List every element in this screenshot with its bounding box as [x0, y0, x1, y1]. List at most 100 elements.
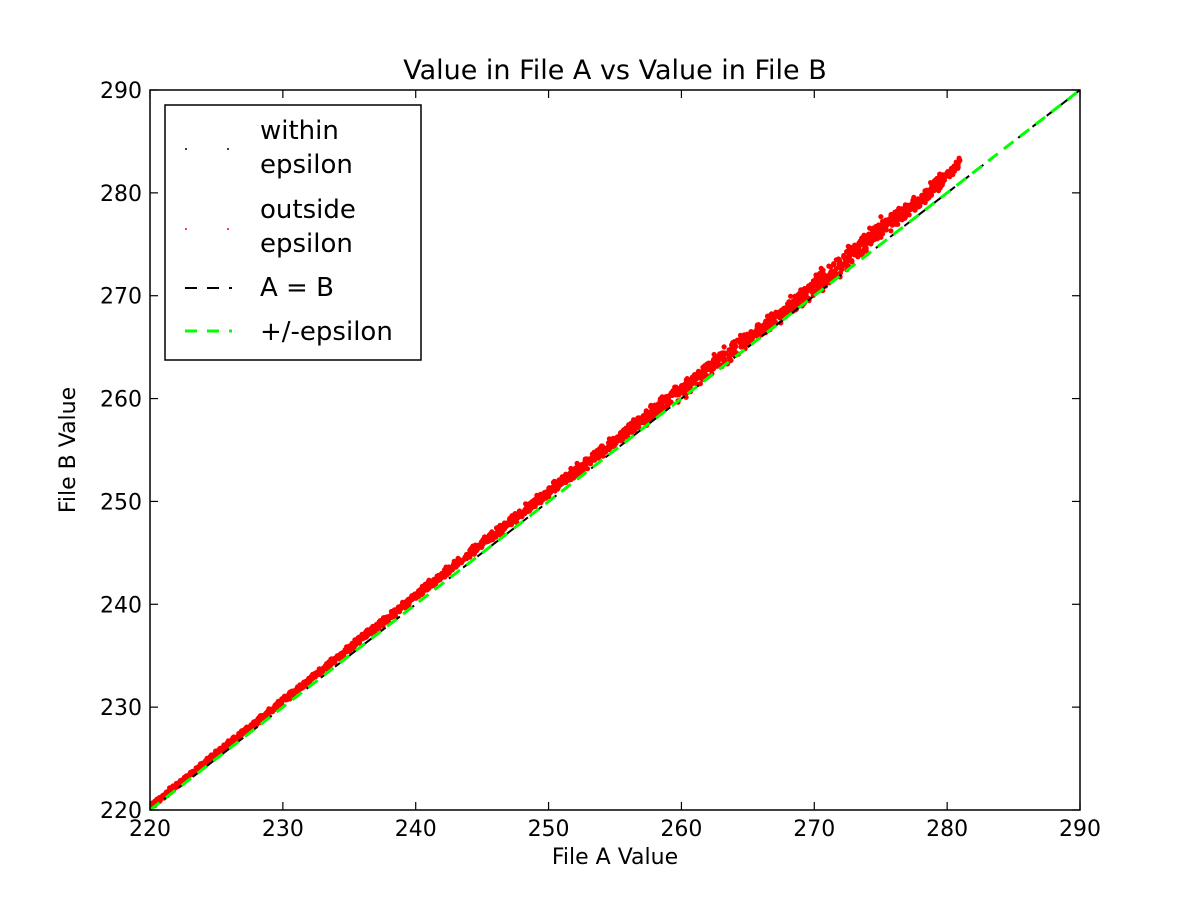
scatter-point — [433, 576, 439, 582]
scatter-point — [578, 466, 585, 472]
scatter-point — [641, 415, 648, 421]
scatter-point — [956, 155, 962, 161]
scatter-point — [868, 241, 874, 247]
scatter-point — [553, 486, 560, 492]
scatter-point — [225, 740, 231, 746]
scatter-point — [601, 448, 607, 454]
y-tick-labels: 220 230 240 250 260 270 280 290 — [100, 79, 142, 824]
scatter-point — [682, 386, 688, 392]
scatter-point — [698, 371, 704, 377]
scatter-point — [177, 778, 183, 785]
scatter-point — [905, 208, 911, 214]
scatter-point — [236, 730, 242, 737]
scatter-point — [744, 331, 750, 337]
scatter-point — [919, 195, 925, 201]
scatter-point — [924, 194, 930, 200]
scatter-point — [915, 202, 922, 208]
legend: within epsilon outside epsilon A = B +/-epsil… — [164, 104, 422, 361]
scatter-point — [311, 672, 317, 678]
scatter-point — [208, 752, 214, 758]
scatter-point — [320, 668, 326, 674]
scatter-point — [763, 322, 770, 328]
scatter-point — [650, 407, 656, 413]
scatter-point — [415, 594, 421, 600]
scatter-point — [818, 283, 824, 289]
y-axis-label: File B Value — [56, 387, 81, 513]
legend-label: epsilon — [260, 229, 353, 259]
scatter-point — [901, 206, 907, 212]
scatter-point — [404, 598, 410, 604]
scatter-point — [466, 550, 473, 556]
scatter-point — [867, 231, 874, 237]
scatter-point — [796, 291, 802, 297]
scatter-point — [840, 263, 846, 269]
scatter-point — [940, 172, 946, 179]
x-tick-label: 280 — [926, 817, 968, 842]
scatter-point — [845, 243, 851, 249]
scatter-point — [765, 317, 771, 323]
scatter-point — [624, 425, 630, 431]
scatter-point — [856, 240, 862, 246]
scatter-point — [659, 406, 665, 412]
scatter-point — [836, 257, 842, 263]
scatter-point — [759, 328, 765, 334]
y-tick-label: 220 — [100, 799, 142, 824]
scatter-point — [860, 250, 866, 256]
scatter-point — [605, 440, 612, 446]
scatter-point — [737, 339, 743, 345]
legend-marker — [185, 228, 187, 230]
scatter-point — [951, 168, 958, 174]
scatter-point — [621, 434, 627, 440]
scatter-point — [750, 329, 756, 335]
scatter-point — [814, 283, 820, 290]
scatter-point — [459, 558, 465, 564]
scatter-point — [453, 559, 459, 565]
legend-entry: +/-epsilon — [185, 317, 393, 347]
scatter-point — [441, 569, 447, 576]
legend-marker — [227, 228, 229, 230]
reference-lines — [150, 90, 1080, 810]
scatter-point — [848, 252, 854, 258]
plot-area — [149, 89, 1081, 811]
scatter-point — [753, 332, 759, 338]
x-axis-label: File A Value — [552, 845, 678, 870]
scatter-point — [305, 676, 312, 682]
scatter-point — [360, 633, 366, 639]
scatter-point — [922, 199, 928, 206]
scatter-point — [892, 214, 898, 220]
scatter-point — [887, 216, 893, 222]
legend-entry: within epsilon — [185, 116, 353, 180]
scatter-point — [654, 404, 660, 410]
scatter-point — [878, 214, 884, 220]
scatter-point — [686, 377, 692, 383]
scatter-point — [263, 711, 269, 718]
scatter-point — [614, 434, 621, 440]
x-tick-label: 250 — [528, 817, 570, 842]
scatter-point — [672, 384, 678, 390]
scatter-point — [945, 169, 951, 175]
scatter-point — [508, 516, 514, 522]
x-tick-label: 240 — [395, 817, 437, 842]
scatter-point — [388, 614, 394, 620]
scatter-point — [155, 797, 161, 803]
legend-entry: A = B — [185, 273, 334, 303]
scatter-point — [395, 608, 401, 614]
scatter-point — [160, 792, 167, 799]
scatter-point — [426, 583, 432, 589]
scatter-point — [251, 719, 257, 725]
line-plus-minus-epsilon — [150, 90, 1080, 810]
scatter-point — [683, 390, 690, 396]
scatter-point — [895, 221, 901, 227]
scatter-point — [806, 283, 812, 289]
scatter-point — [827, 271, 833, 277]
scatter-point — [271, 707, 277, 713]
scatter-point — [892, 209, 898, 215]
legend-label: within — [260, 116, 339, 146]
scatter-point — [871, 236, 878, 242]
scatter-point — [732, 339, 738, 345]
scatter-point — [623, 429, 629, 435]
legend-label: +/-epsilon — [260, 317, 393, 347]
scatter-point — [605, 446, 611, 453]
scatter-point — [537, 491, 544, 497]
